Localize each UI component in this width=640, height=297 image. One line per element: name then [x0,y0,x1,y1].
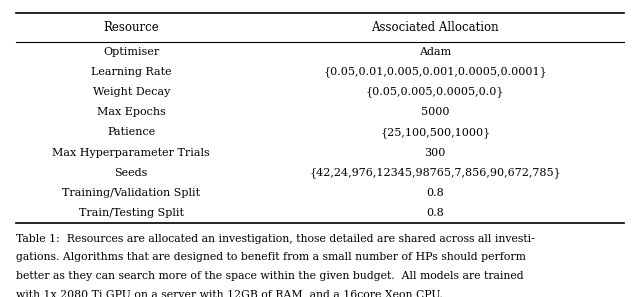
Text: {0.05,0.005,0.0005,0.0}: {0.05,0.005,0.0005,0.0} [366,87,504,97]
Text: {0.05,0.01,0.005,0.001,0.0005,0.0001}: {0.05,0.01,0.005,0.001,0.0005,0.0001} [323,67,547,77]
Text: with 1x 2080 Ti GPU on a server with 12GB of RAM, and a 16core Xeon CPU.: with 1x 2080 Ti GPU on a server with 12G… [16,289,443,297]
Text: Resource: Resource [103,21,159,34]
Text: Table 1:  Resources are allocated an investigation, those detailed are shared ac: Table 1: Resources are allocated an inve… [16,234,535,244]
Text: {25,100,500,1000}: {25,100,500,1000} [380,127,490,138]
Text: 0.8: 0.8 [426,188,444,198]
Text: better as they can search more of the space within the given budget.  All models: better as they can search more of the sp… [16,271,524,281]
Text: Seeds: Seeds [115,168,148,178]
Text: 300: 300 [424,148,446,158]
Text: Max Epochs: Max Epochs [97,107,166,117]
Text: Train/Testing Split: Train/Testing Split [79,208,184,218]
Text: Weight Decay: Weight Decay [93,87,170,97]
Text: Learning Rate: Learning Rate [91,67,172,77]
Text: Optimiser: Optimiser [103,47,159,57]
Text: gations. Algorithms that are designed to benefit from a small number of HPs shou: gations. Algorithms that are designed to… [16,252,526,262]
Text: Max Hyperparameter Trials: Max Hyperparameter Trials [52,148,210,158]
Text: Adam: Adam [419,47,451,57]
Text: Patience: Patience [107,127,156,138]
Text: Associated Allocation: Associated Allocation [371,21,499,34]
Text: 0.8: 0.8 [426,208,444,218]
Text: {42,24,976,12345,98765,7,856,90,672,785}: {42,24,976,12345,98765,7,856,90,672,785} [309,168,561,178]
Text: 5000: 5000 [421,107,449,117]
Text: Training/Validation Split: Training/Validation Split [62,188,200,198]
